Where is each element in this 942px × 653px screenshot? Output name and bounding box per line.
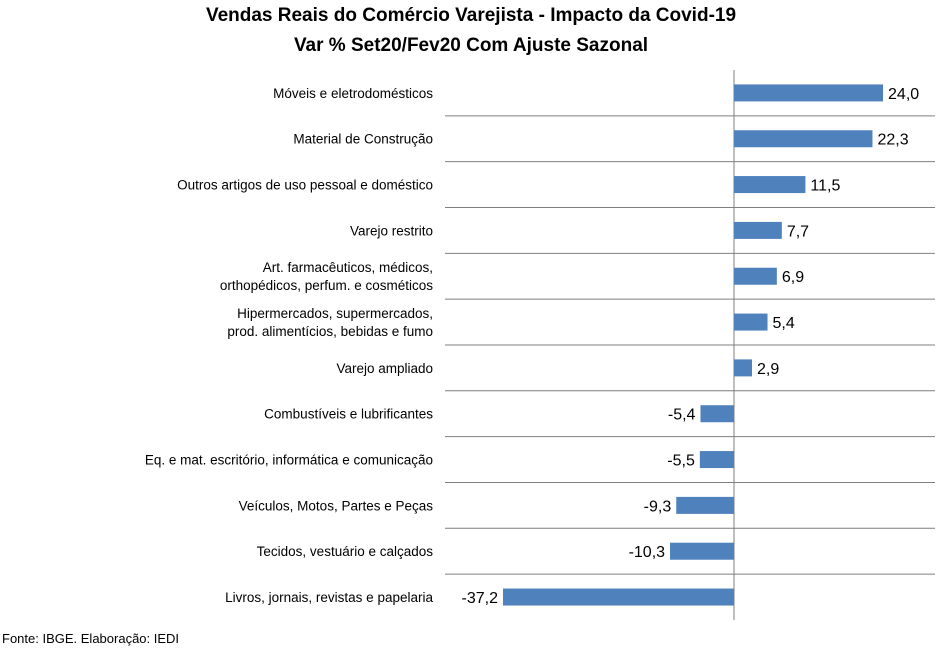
category-label: Tecidos, vestuário e calçados [257, 544, 434, 559]
source-note: Fonte: IBGE. Elaboração: IEDI [2, 631, 180, 646]
category-label: Material de Construção [293, 132, 433, 147]
bar [502, 588, 734, 606]
bar [734, 221, 782, 239]
bar [734, 176, 806, 194]
value-label: -5,4 [668, 407, 696, 424]
value-label: -37,2 [462, 590, 499, 607]
category-label: Varejo ampliado [336, 361, 433, 376]
bar [699, 451, 734, 469]
value-label: -10,3 [629, 544, 666, 561]
category-label: Livros, jornais, revistas e papelaria [225, 590, 433, 605]
category-label: Varejo restrito [350, 223, 433, 238]
bar [734, 359, 753, 377]
bar [734, 313, 768, 331]
category-label: Móveis e eletrodomésticos [273, 86, 433, 101]
value-label: 6,9 [782, 269, 804, 286]
category-label: Combustíveis e lubrificantes [264, 407, 433, 422]
value-label: -9,3 [644, 498, 672, 515]
value-label: 11,5 [810, 178, 840, 195]
chart-subtitle: Var % Set20/Fev20 Com Ajuste Sazonal [293, 35, 649, 56]
value-label: 7,7 [787, 223, 809, 240]
category-label: Hipermercados, supermercados, prod. alime… [227, 306, 433, 339]
category-label: Veículos, Motos, Partes e Peças [239, 498, 434, 513]
value-label: 22,3 [877, 132, 908, 149]
category-label: Art. farmacêuticos, médicos, orthopédicos… [220, 260, 433, 293]
bar [734, 130, 873, 148]
bar [676, 496, 734, 514]
value-label: 24,0 [888, 86, 919, 103]
value-label: 2,9 [757, 361, 779, 378]
value-label: 5,4 [773, 315, 795, 332]
bar [670, 542, 734, 560]
chart-title: Vendas Reais do Comércio Varejista - Imp… [205, 5, 737, 26]
bar [734, 267, 777, 285]
category-label: Eq. e mat. escritório, informática e com… [145, 453, 433, 468]
value-label: -5,5 [667, 453, 695, 470]
category-label: Outros artigos de uso pessoal e doméstic… [177, 178, 433, 193]
bar [734, 84, 884, 102]
bar [700, 405, 734, 423]
